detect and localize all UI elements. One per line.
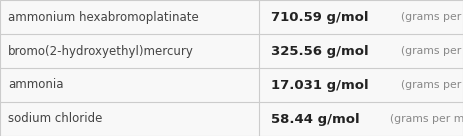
Text: (grams per mole): (grams per mole) [390, 114, 463, 124]
Text: ammonia: ammonia [8, 78, 63, 92]
Text: 325.56 g/mol: 325.56 g/mol [271, 44, 369, 58]
Text: (grams per mole): (grams per mole) [401, 46, 463, 56]
Text: bromo(2-hydroxyethyl)mercury: bromo(2-hydroxyethyl)mercury [8, 44, 194, 58]
Text: (grams per mole): (grams per mole) [401, 12, 463, 22]
Text: (grams per mole): (grams per mole) [401, 80, 463, 90]
Text: 710.59 g/mol: 710.59 g/mol [271, 10, 369, 24]
Text: sodium chloride: sodium chloride [8, 112, 102, 126]
Text: 58.44 g/mol: 58.44 g/mol [271, 112, 360, 126]
Text: ammonium hexabromoplatinate: ammonium hexabromoplatinate [8, 10, 199, 24]
Text: 17.031 g/mol: 17.031 g/mol [271, 78, 369, 92]
